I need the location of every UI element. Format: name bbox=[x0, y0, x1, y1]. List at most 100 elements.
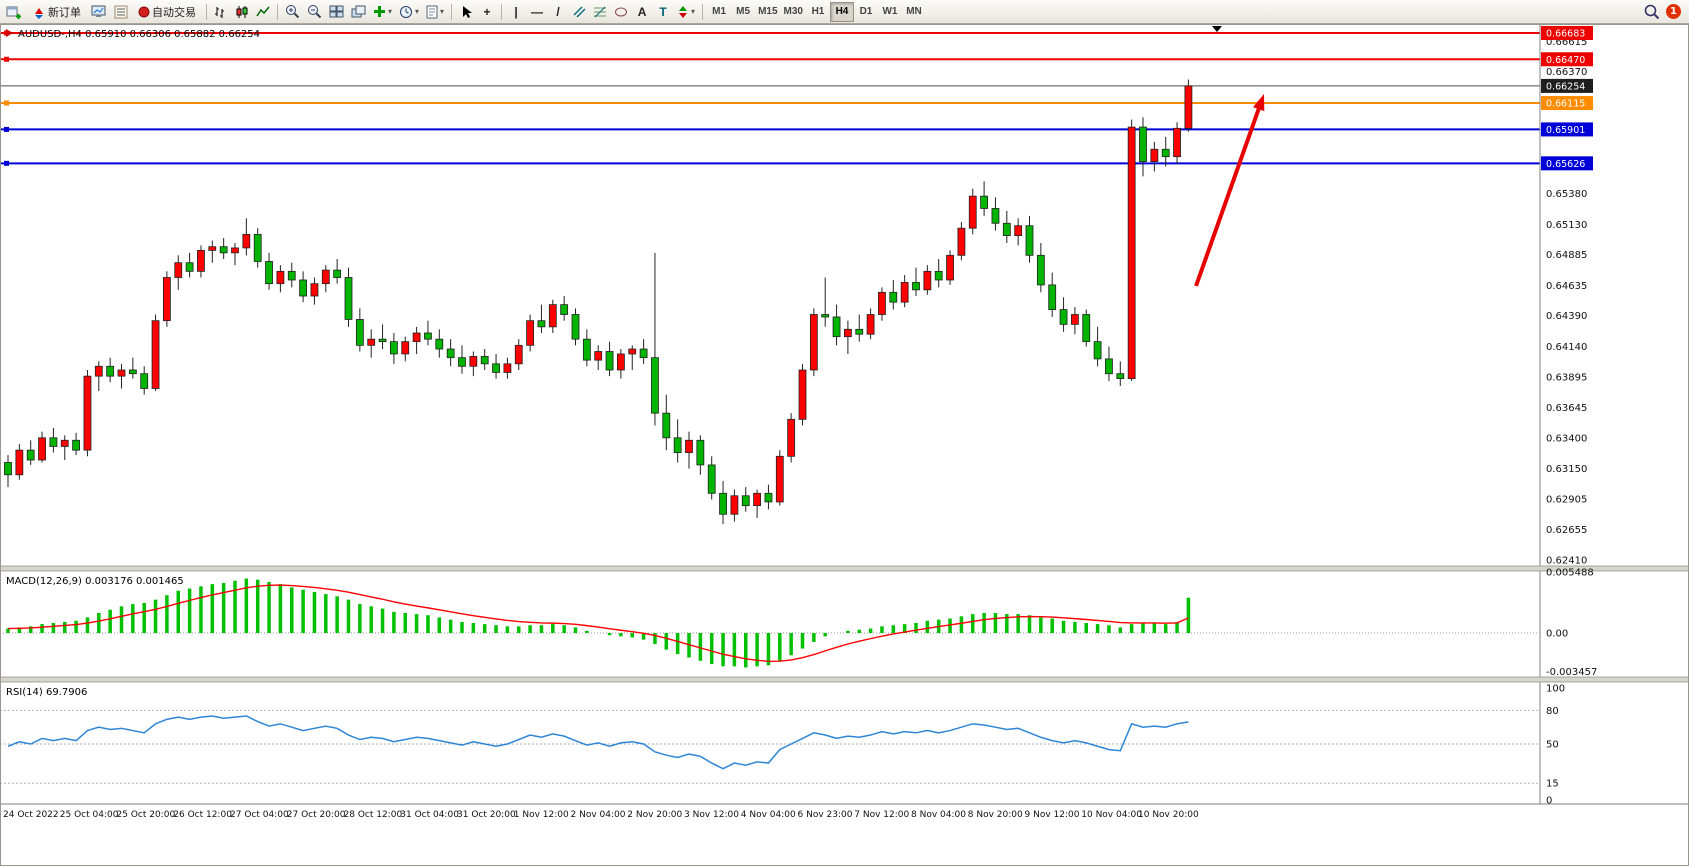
shapes-button[interactable] bbox=[611, 2, 631, 22]
price-axis-label: 0.63400 bbox=[1546, 433, 1587, 444]
zoom-out-button[interactable] bbox=[304, 2, 325, 22]
search-button[interactable] bbox=[1641, 2, 1663, 22]
cursor-button[interactable] bbox=[456, 2, 476, 22]
candle-body bbox=[685, 439, 693, 454]
resistance-line-2-price-tag bbox=[1541, 52, 1593, 67]
timeframe-w1-button[interactable]: W1 bbox=[878, 2, 902, 22]
charts-button[interactable] bbox=[88, 2, 110, 22]
candle-body bbox=[957, 227, 966, 256]
splitter-main-macd[interactable] bbox=[0, 565, 1689, 572]
symbol-ohlc-label: AUDUSD-,H4 0.65910 0.66306 0.65882 0.662… bbox=[18, 29, 260, 40]
arrow-annotation[interactable] bbox=[1194, 94, 1265, 287]
candle-body bbox=[174, 262, 183, 278]
timeframe-d1-button[interactable]: D1 bbox=[854, 2, 878, 22]
rsi-axis-label: 100 bbox=[1546, 684, 1565, 695]
price-axis[interactable]: 0.66615 0.66370 0.65380 0.65130 0.64885 0.646… bbox=[1539, 24, 1593, 804]
crosshair-button[interactable]: + bbox=[477, 2, 497, 22]
candle-body bbox=[367, 338, 376, 346]
vertical-line-button[interactable]: | bbox=[506, 2, 526, 22]
candle-body bbox=[582, 338, 591, 361]
timeframe-h4-button[interactable]: H4 bbox=[829, 1, 854, 22]
arrow-head-icon bbox=[1253, 94, 1265, 112]
candle-body bbox=[1014, 225, 1023, 236]
candle-body bbox=[72, 439, 80, 451]
candle-body bbox=[934, 270, 943, 281]
templates-button[interactable]: ▾ bbox=[423, 2, 447, 22]
bar-chart-icon bbox=[215, 6, 224, 18]
scroll-position-marker-icon[interactable] bbox=[1212, 26, 1222, 32]
auto-trading-icon bbox=[138, 6, 150, 17]
text-label-button[interactable]: T bbox=[653, 2, 673, 22]
market-watch-button[interactable] bbox=[111, 2, 131, 22]
trendline-button[interactable]: / bbox=[548, 2, 568, 22]
resistance-line-2-price-tag-label: 0.66470 bbox=[1546, 55, 1585, 66]
price-axis-label: 0.62410 bbox=[1546, 555, 1587, 566]
text-button[interactable]: A bbox=[632, 2, 652, 22]
candle-body bbox=[844, 328, 852, 338]
indicators-button[interactable]: ▾ bbox=[370, 2, 395, 22]
channel-button[interactable] bbox=[569, 2, 589, 22]
timeframe-m15-button[interactable]: M15 bbox=[755, 2, 780, 22]
blue-support-line-2-handle[interactable] bbox=[4, 160, 9, 166]
chart-background bbox=[0, 24, 1689, 866]
bar-chart-button[interactable] bbox=[211, 2, 231, 22]
new-chart-button[interactable] bbox=[3, 2, 25, 22]
timeframe-m1-button[interactable]: M1 bbox=[707, 2, 731, 22]
candle-body bbox=[299, 279, 308, 297]
timeframe-mn-button[interactable]: MN bbox=[902, 2, 926, 22]
candle-body bbox=[38, 437, 46, 461]
tile-windows-button[interactable] bbox=[326, 2, 347, 22]
candle-body bbox=[764, 492, 773, 503]
arrows-button[interactable]: ▾ bbox=[674, 2, 698, 22]
dropdown-icon: ▾ bbox=[415, 6, 420, 16]
rsi-axis-label: 50 bbox=[1546, 740, 1559, 751]
new-order-button[interactable]: 新订单 bbox=[26, 2, 87, 22]
auto-trading-button[interactable]: 自动交易 bbox=[132, 2, 202, 22]
candle-body bbox=[219, 246, 228, 254]
price-axis-label: 0.64140 bbox=[1546, 342, 1587, 353]
orange-resistance-line-handle[interactable] bbox=[4, 100, 9, 106]
price-axis-label: 0.66370 bbox=[1546, 67, 1587, 78]
candle-body bbox=[197, 249, 205, 272]
candle-body bbox=[1105, 358, 1113, 375]
notification-badge[interactable]: 1 bbox=[1666, 4, 1681, 19]
cascade-windows-button[interactable] bbox=[348, 2, 369, 22]
crosshair-icon: + bbox=[483, 4, 491, 19]
toolbar-separator bbox=[206, 3, 207, 20]
chart-canvas[interactable]: AUDUSD-,H4 0.65910 0.66306 0.65882 0.662… bbox=[0, 24, 1689, 866]
candle-body bbox=[480, 356, 489, 365]
time-axis-label: 28 Oct 12:00 bbox=[344, 810, 403, 820]
candle-body bbox=[276, 270, 285, 285]
splitter-macd-rsi[interactable] bbox=[0, 676, 1689, 683]
candlestick-chart-button[interactable] bbox=[232, 2, 252, 22]
auto-trading-label: 自动交易 bbox=[152, 6, 196, 19]
timeframe-h1-button[interactable]: H1 bbox=[806, 2, 830, 22]
price-axis-label: 0.63150 bbox=[1546, 464, 1587, 475]
line-chart-icon bbox=[256, 6, 270, 16]
macd-signal-line bbox=[7, 584, 1189, 662]
blue-support-line-1-price-tag bbox=[1541, 122, 1593, 137]
horizontal-line-button[interactable]: — bbox=[527, 2, 547, 22]
toolbar-separator bbox=[501, 3, 503, 20]
candle-body bbox=[946, 254, 954, 281]
blue-support-line-1-handle[interactable] bbox=[4, 126, 9, 132]
candle-body bbox=[1025, 225, 1034, 256]
price-axis-label: 0.64390 bbox=[1546, 311, 1587, 322]
line-chart-button[interactable] bbox=[253, 2, 273, 22]
candle-body bbox=[923, 270, 932, 291]
timeframe-m30-button[interactable]: M30 bbox=[781, 2, 806, 22]
fibonacci-button[interactable] bbox=[590, 2, 610, 22]
timeframe-m5-button[interactable]: M5 bbox=[731, 2, 755, 22]
fibonacci-icon bbox=[594, 6, 607, 18]
zoom-in-button[interactable] bbox=[282, 2, 303, 22]
candle-body bbox=[4, 462, 12, 476]
candle-body bbox=[809, 314, 818, 371]
time-axis-label: 26 Oct 12:00 bbox=[173, 810, 232, 820]
arrow-line bbox=[1194, 108, 1261, 287]
periods-button[interactable]: ▾ bbox=[396, 2, 422, 22]
resistance-line-2-handle[interactable] bbox=[4, 56, 9, 62]
candle-body bbox=[378, 338, 387, 343]
search-icon bbox=[1644, 4, 1660, 19]
candle-body bbox=[355, 319, 364, 346]
